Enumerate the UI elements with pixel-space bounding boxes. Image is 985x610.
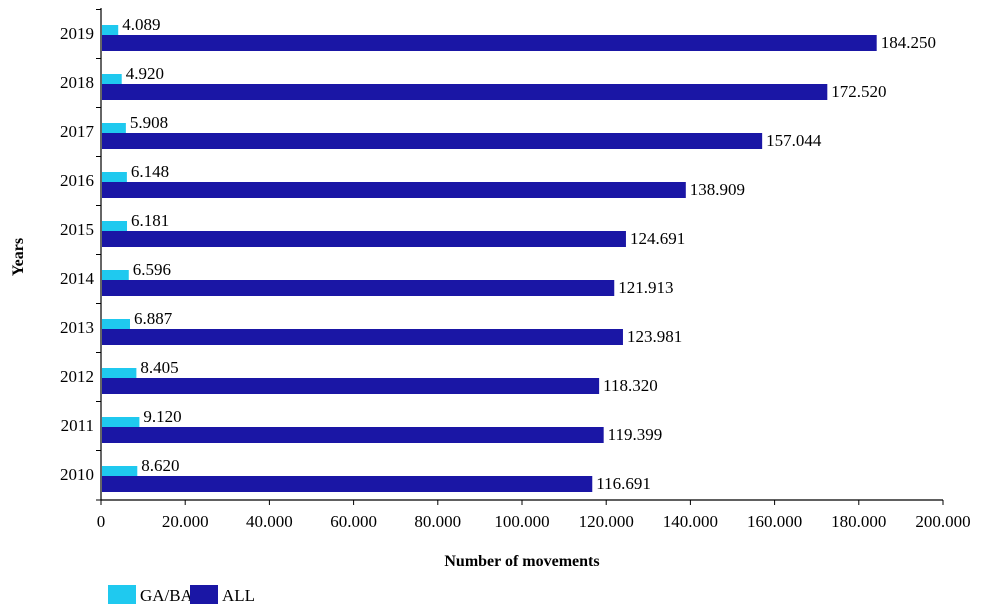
- legend: GA/BA ALL: [108, 585, 255, 605]
- bar-ga-ba: [102, 172, 127, 185]
- legend-swatch-all: [190, 585, 218, 604]
- x-tick-label: 140.000: [663, 512, 718, 531]
- bar-ga-ba: [102, 221, 128, 234]
- data-label-ga-ba: 4.920: [126, 64, 164, 83]
- bar-ga-ba: [102, 270, 129, 283]
- bar-all: [102, 476, 593, 492]
- data-label-ga-ba: 6.181: [131, 211, 169, 230]
- bars-layer: [102, 25, 877, 492]
- y-tick-label: 2012: [60, 367, 94, 386]
- axes-layer: [100, 8, 943, 501]
- legend-swatch-ga-ba: [108, 585, 136, 604]
- data-label-all: 172.520: [831, 82, 886, 101]
- bar-all: [102, 280, 615, 296]
- y-tick-label: 2015: [60, 220, 94, 239]
- x-tick-label: 100.000: [494, 512, 549, 531]
- legend-label-ga-ba: GA/BA: [140, 586, 194, 605]
- data-label-ga-ba: 9.120: [143, 407, 181, 426]
- x-tick-label: 20.000: [162, 512, 209, 531]
- x-axis-title: Number of movements: [444, 553, 599, 570]
- y-tick-label: 2018: [60, 73, 94, 92]
- data-label-ga-ba: 5.908: [130, 113, 168, 132]
- y-ticks-layer: 2019 2018 2017 2016 2015 2014 2013 2012 2011 2010: [60, 9, 101, 501]
- x-tick-label: 0: [97, 512, 106, 531]
- data-label-all: 116.691: [596, 474, 651, 493]
- y-tick-label: 2016: [60, 171, 94, 190]
- data-label-ga-ba: 6.887: [134, 309, 173, 328]
- y-tick-label: 2019: [60, 24, 94, 43]
- bar-ga-ba: [102, 368, 137, 381]
- bar-all: [102, 231, 626, 247]
- bar-ga-ba: [102, 74, 122, 87]
- x-tick-label: 60.000: [330, 512, 377, 531]
- bar-all: [102, 133, 763, 149]
- bar-all: [102, 35, 877, 51]
- y-tick-label: 2010: [60, 465, 94, 484]
- x-tick-label: 200.000: [915, 512, 970, 531]
- data-label-ga-ba: 6.596: [133, 260, 171, 279]
- x-tick-label: 120.000: [579, 512, 634, 531]
- data-label-all: 119.399: [608, 425, 663, 444]
- bar-ga-ba: [102, 25, 119, 38]
- bar-all: [102, 427, 604, 443]
- data-label-ga-ba: 8.620: [141, 456, 179, 475]
- data-label-all: 118.320: [603, 376, 658, 395]
- bar-all: [102, 329, 623, 345]
- value-labels-layer: 4.089 184.250 4.920 172.520 5.908 157.044 6.14…: [122, 15, 936, 493]
- x-tick-label: 40.000: [246, 512, 293, 531]
- data-label-ga-ba: 6.148: [131, 162, 169, 181]
- y-tick-label: 2011: [61, 416, 94, 435]
- data-label-all: 124.691: [630, 229, 685, 248]
- y-tick-label: 2017: [60, 122, 95, 141]
- data-label-all: 157.044: [766, 131, 822, 150]
- x-tick-label: 180.000: [831, 512, 886, 531]
- data-label-all: 184.250: [881, 33, 936, 52]
- data-label-all: 138.909: [690, 180, 745, 199]
- data-label-all: 121.913: [618, 278, 673, 297]
- bar-ga-ba: [102, 466, 138, 479]
- data-label-all: 123.981: [627, 327, 682, 346]
- bar-all: [102, 182, 686, 198]
- legend-label-all: ALL: [222, 586, 255, 605]
- bar-ga-ba: [102, 417, 140, 430]
- bar-all: [102, 84, 828, 100]
- data-label-ga-ba: 4.089: [122, 15, 160, 34]
- x-tick-label: 160.000: [747, 512, 802, 531]
- bar-ga-ba: [102, 319, 130, 332]
- y-axis-title: Years: [10, 238, 27, 276]
- data-label-ga-ba: 8.405: [140, 358, 178, 377]
- x-ticks-layer: 0 20.000 40.000 60.000 80.000 100.000 120.000 1…: [97, 500, 971, 531]
- y-tick-label: 2014: [60, 269, 95, 288]
- x-tick-label: 80.000: [414, 512, 461, 531]
- bar-all: [102, 378, 600, 394]
- bar-ga-ba: [102, 123, 126, 136]
- y-tick-label: 2013: [60, 318, 94, 337]
